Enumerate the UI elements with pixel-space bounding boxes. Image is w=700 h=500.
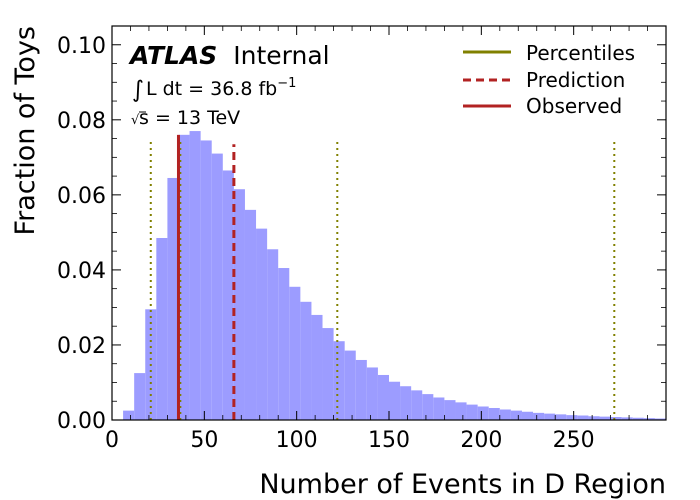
experiment-name: ATLAS — [128, 41, 217, 70]
histogram-bar — [355, 359, 367, 420]
histogram-bar — [643, 418, 655, 420]
histogram-bar — [444, 400, 456, 420]
histogram-bar — [233, 189, 245, 420]
y-tick-label: 0.06 — [57, 184, 106, 209]
sqrt-symbol: √ — [131, 113, 140, 128]
histogram-bar — [322, 328, 334, 420]
histogram-bar — [588, 416, 600, 420]
y-tick-label: 0.00 — [57, 409, 106, 434]
energy-label: s = 13 TeV — [139, 107, 240, 129]
histogram-bar — [610, 416, 622, 420]
x-tick-label: 100 — [276, 428, 318, 453]
histogram-bar — [389, 381, 401, 420]
histogram-bar — [222, 170, 234, 420]
histogram-bar — [289, 286, 301, 420]
histogram-bar — [333, 341, 345, 420]
histogram-bar — [400, 386, 412, 420]
histogram-bar — [167, 177, 179, 420]
histogram-bars — [123, 131, 666, 421]
x-tick-label: 0 — [105, 428, 119, 453]
x-tick-label: 250 — [553, 428, 595, 453]
y-tick-label: 0.10 — [57, 34, 106, 59]
legend-item-observed: Observed — [463, 94, 622, 118]
svg-text:ATLAS Internal: ATLAS Internal — [128, 41, 330, 70]
histogram-bar — [422, 394, 434, 420]
histogram-bar — [477, 406, 489, 420]
axis-tick-labels: 0 50 100 150 200 250 0.00 0.02 0.04 0.06 0.08 0.10 — [57, 34, 595, 453]
histogram-bar — [200, 140, 212, 420]
histogram-bar — [267, 249, 279, 420]
histogram-bar — [510, 410, 522, 420]
histogram-bar — [156, 238, 168, 420]
histogram-bar — [256, 228, 268, 420]
histogram-bar — [433, 397, 445, 420]
histogram-bar — [499, 409, 511, 420]
histogram-bar — [632, 417, 644, 420]
histogram-bar — [566, 415, 578, 420]
y-tick-label: 0.02 — [57, 334, 106, 359]
legend-label-observed: Observed — [526, 94, 622, 118]
histogram-bar — [577, 415, 589, 420]
histogram-bar — [488, 407, 500, 420]
histogram-bar — [544, 413, 556, 420]
x-tick-label: 200 — [460, 428, 502, 453]
integral-symbol: ∫ — [132, 77, 144, 103]
y-axis-label: Fraction of Toys — [10, 26, 41, 235]
status-label: Internal — [233, 41, 329, 70]
histogram-bar — [344, 350, 356, 420]
x-tick-label: 50 — [190, 428, 218, 453]
histogram-bar — [278, 268, 290, 420]
histogram-bar — [211, 153, 223, 421]
atlas-label: ATLAS Internal ∫ L dt = 36.8 fb−1 √ s = … — [128, 41, 330, 129]
legend: Percentiles Prediction Observed — [463, 41, 635, 118]
histogram-bar — [189, 131, 201, 421]
histogram-bar — [300, 301, 312, 420]
luminosity-label: L dt = 36.8 fb — [146, 78, 277, 100]
histogram-bar — [654, 418, 666, 420]
plot-area: 0 50 100 150 200 250 0.00 0.02 0.04 0.06 0.08 0.10 — [57, 25, 667, 453]
histogram-bar — [377, 374, 389, 420]
histogram-bar — [466, 404, 478, 420]
legend-item-prediction: Prediction — [463, 68, 625, 92]
vertical-lines — [149, 134, 616, 420]
legend-item-percentiles: Percentiles — [463, 41, 635, 65]
svg-text:L dt = 36.8 fb−1: L dt = 36.8 fb−1 — [146, 76, 296, 100]
histogram-bar — [621, 417, 633, 420]
histogram-bar — [134, 373, 146, 420]
histogram-bar — [123, 410, 135, 420]
histogram-bar — [533, 412, 545, 420]
histogram-bar — [366, 367, 378, 420]
histogram-bar — [244, 209, 257, 420]
luminosity-exponent: −1 — [277, 76, 296, 91]
histogram-bar — [599, 416, 611, 420]
y-tick-label: 0.08 — [57, 109, 106, 134]
legend-label-percentiles: Percentiles — [526, 41, 635, 65]
histogram-bar — [521, 411, 534, 420]
histogram-bar — [178, 134, 190, 421]
axis-ticks — [111, 26, 666, 421]
histogram-bar — [455, 402, 467, 420]
legend-label-prediction: Prediction — [526, 68, 625, 92]
y-tick-label: 0.04 — [57, 259, 106, 284]
histogram-bar — [411, 390, 423, 420]
histogram-bar — [311, 314, 323, 420]
histogram-bar — [555, 414, 567, 420]
x-tick-label: 150 — [368, 428, 410, 453]
x-axis-label: Number of Events in D Region — [259, 469, 666, 500]
